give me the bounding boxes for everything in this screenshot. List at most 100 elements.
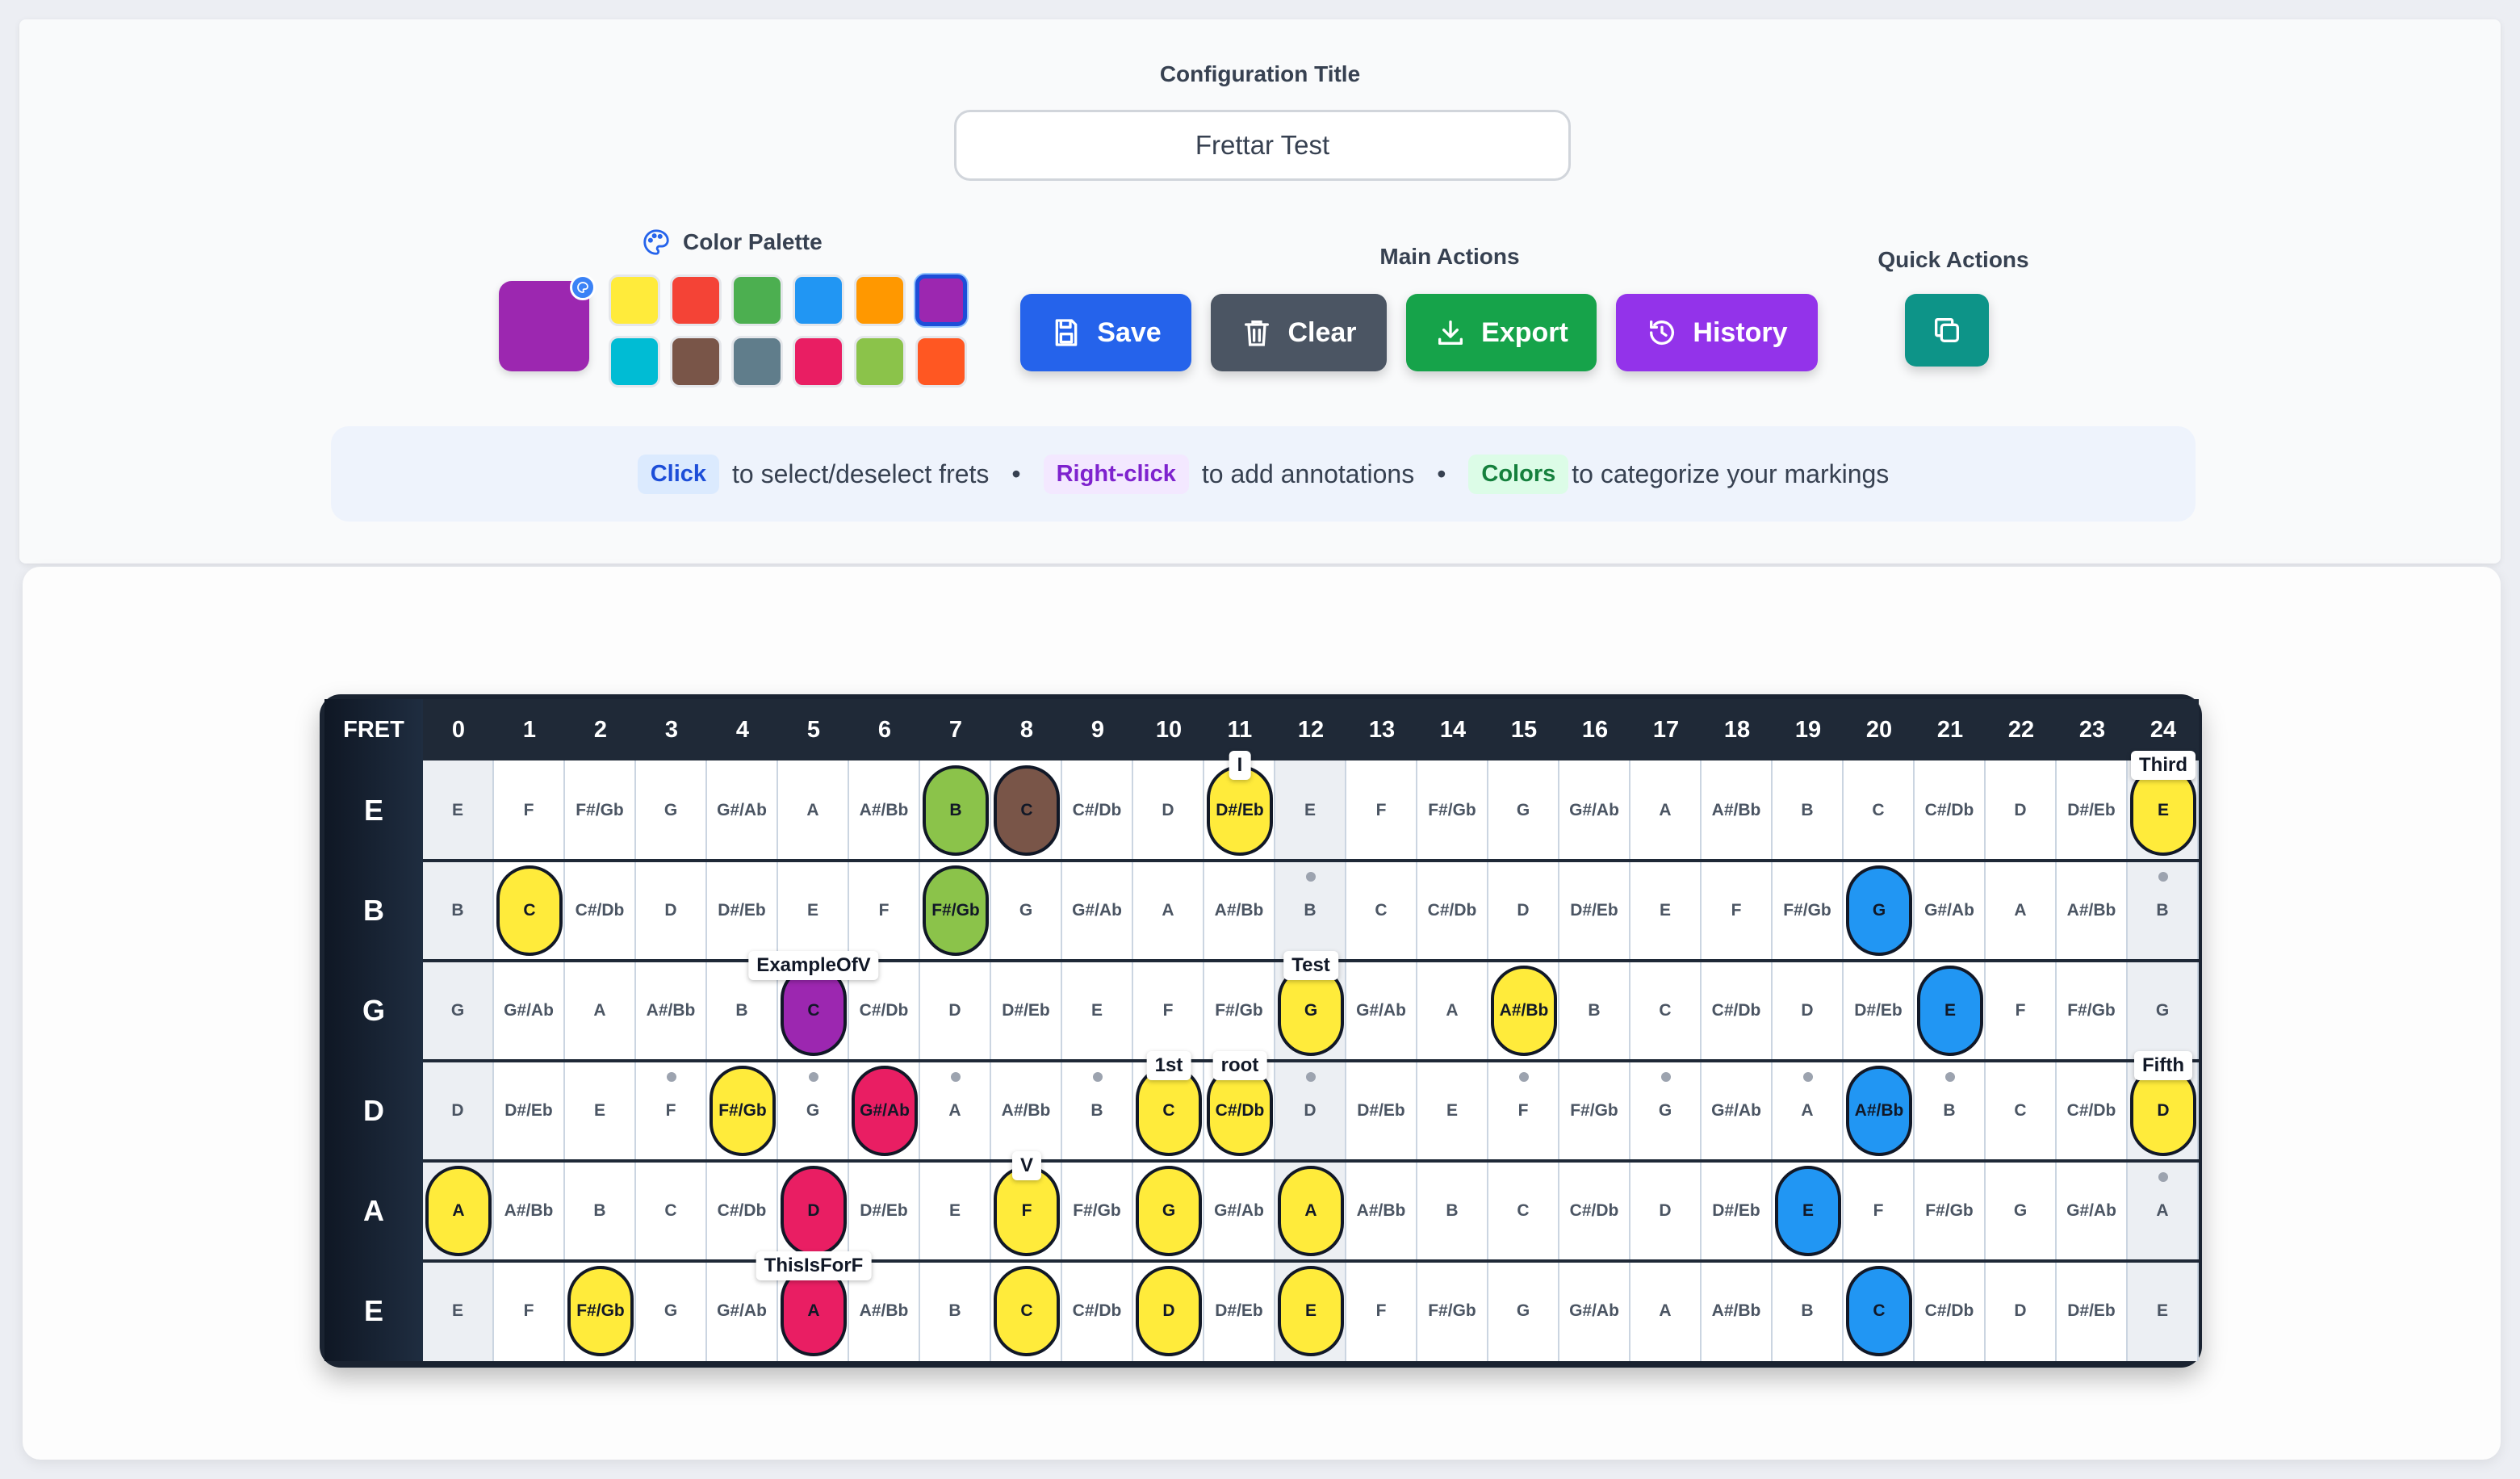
fret-cell[interactable]: E bbox=[2128, 1261, 2199, 1361]
fret-cell[interactable]: G bbox=[2128, 961, 2199, 1061]
fret-cell[interactable]: A#/Bb bbox=[494, 1161, 565, 1261]
marked-note[interactable]: D bbox=[781, 1166, 847, 1256]
fret-cell[interactable]: G#/Ab bbox=[1702, 1061, 1773, 1161]
fret-cell[interactable]: F bbox=[849, 861, 920, 961]
fret-cell[interactable]: F#/Gb bbox=[565, 760, 636, 861]
color-swatch[interactable] bbox=[670, 274, 722, 326]
fret-cell[interactable]: D bbox=[1986, 760, 2057, 861]
fret-cell[interactable]: D bbox=[1986, 1261, 2057, 1361]
fret-cell[interactable]: G bbox=[423, 961, 494, 1061]
fret-cell[interactable]: C#/Db bbox=[1559, 1161, 1630, 1261]
fret-cell[interactable]: F bbox=[1986, 961, 2057, 1061]
fret-cell[interactable]: G bbox=[1488, 760, 1559, 861]
fret-cell[interactable]: C bbox=[1630, 961, 1702, 1061]
color-swatch[interactable] bbox=[854, 274, 906, 326]
fret-cell[interactable]: B bbox=[1417, 1161, 1488, 1261]
fret-cell[interactable]: C bbox=[636, 1161, 707, 1261]
fret-cell[interactable]: D#/Eb bbox=[991, 961, 1062, 1061]
color-swatch[interactable] bbox=[731, 336, 783, 388]
fret-cell[interactable]: E bbox=[1630, 861, 1702, 961]
fret-cell[interactable]: A#/Bb bbox=[1204, 861, 1275, 961]
fret-cell[interactable]: C#/Db bbox=[1702, 961, 1773, 1061]
marked-note[interactable]: C bbox=[1846, 1266, 1912, 1356]
fret-cell[interactable]: A bbox=[1986, 861, 2057, 961]
fret-cell[interactable]: F bbox=[1702, 861, 1773, 961]
fret-cell[interactable]: E bbox=[423, 760, 494, 861]
fret-cell[interactable]: G#/Ab bbox=[707, 1261, 778, 1361]
fret-cell[interactable]: D#/Eb bbox=[707, 861, 778, 961]
fret-cell[interactable]: F#/Gb bbox=[1773, 861, 1844, 961]
fret-cell[interactable]: F bbox=[494, 1261, 565, 1361]
fret-cell[interactable]: D#/Eb bbox=[1559, 861, 1630, 961]
fret-cell[interactable]: G#/Ab bbox=[494, 961, 565, 1061]
fret-cell[interactable]: E bbox=[565, 1061, 636, 1161]
fret-cell[interactable]: D#/Eb bbox=[2057, 760, 2128, 861]
marked-note[interactable]: F#/Gb bbox=[710, 1066, 776, 1156]
fret-cell[interactable]: C bbox=[1488, 1161, 1559, 1261]
fret-cell[interactable]: C#/Db bbox=[1417, 861, 1488, 961]
fret-cell[interactable]: F bbox=[494, 760, 565, 861]
fret-cell[interactable]: E bbox=[1062, 961, 1133, 1061]
fret-cell[interactable]: C#/Db bbox=[2057, 1061, 2128, 1161]
fret-cell[interactable]: A#/Bb bbox=[2057, 861, 2128, 961]
marked-note[interactable]: B bbox=[923, 765, 989, 856]
marked-note[interactable]: E bbox=[1775, 1166, 1841, 1256]
save-button[interactable]: Save bbox=[1020, 294, 1191, 371]
color-swatch[interactable] bbox=[609, 336, 660, 388]
color-swatch[interactable] bbox=[793, 336, 844, 388]
fret-cell[interactable]: G#/Ab bbox=[1559, 760, 1630, 861]
color-swatch[interactable] bbox=[915, 274, 967, 326]
fret-cell[interactable]: G bbox=[636, 760, 707, 861]
marked-note[interactable]: E bbox=[1278, 1266, 1344, 1356]
fret-cell[interactable]: A#/Bb bbox=[636, 961, 707, 1061]
fret-cell[interactable]: G#/Ab bbox=[1062, 861, 1133, 961]
marked-note[interactable]: A bbox=[425, 1166, 492, 1256]
fret-cell[interactable]: G bbox=[636, 1261, 707, 1361]
fret-cell[interactable]: A bbox=[778, 760, 849, 861]
fret-cell[interactable]: F#/Gb bbox=[2057, 961, 2128, 1061]
marked-note[interactable]: F#/Gb bbox=[923, 865, 989, 956]
fret-cell[interactable]: D bbox=[1773, 961, 1844, 1061]
marked-note[interactable]: G bbox=[1136, 1166, 1202, 1256]
fret-cell[interactable]: G bbox=[991, 861, 1062, 961]
fret-cell[interactable]: D#/Eb bbox=[1844, 961, 1915, 1061]
fret-cell[interactable]: C bbox=[1844, 760, 1915, 861]
marked-note[interactable]: G bbox=[1846, 865, 1912, 956]
fret-cell[interactable]: D bbox=[636, 861, 707, 961]
color-swatch[interactable] bbox=[915, 336, 967, 388]
marked-note[interactable]: F#/Gb bbox=[567, 1266, 634, 1356]
fret-cell[interactable]: F#/Gb bbox=[1559, 1061, 1630, 1161]
fret-cell[interactable]: D bbox=[1630, 1161, 1702, 1261]
fret-cell[interactable]: G#/Ab bbox=[707, 760, 778, 861]
config-title-input[interactable] bbox=[954, 110, 1571, 181]
marked-note[interactable]: E bbox=[1917, 966, 1983, 1056]
marked-note[interactable]: G bbox=[1278, 966, 1344, 1056]
fret-cell[interactable]: A#/Bb bbox=[849, 760, 920, 861]
clear-button[interactable]: Clear bbox=[1211, 294, 1387, 371]
fret-cell[interactable]: F bbox=[1346, 760, 1417, 861]
fret-cell[interactable]: B bbox=[565, 1161, 636, 1261]
fret-cell[interactable]: C#/Db bbox=[707, 1161, 778, 1261]
fret-cell[interactable]: D bbox=[920, 961, 991, 1061]
fret-cell[interactable]: D#/Eb bbox=[849, 1161, 920, 1261]
marked-note[interactable]: A#/Bb bbox=[1491, 966, 1557, 1056]
fret-cell[interactable]: G#/Ab bbox=[1204, 1161, 1275, 1261]
fret-cell[interactable]: G#/Ab bbox=[2057, 1161, 2128, 1261]
marked-note[interactable]: D#/Eb bbox=[1207, 765, 1273, 856]
fret-cell[interactable]: F#/Gb bbox=[1417, 1261, 1488, 1361]
fret-cell[interactable]: C bbox=[1986, 1061, 2057, 1161]
fret-cell[interactable]: A#/Bb bbox=[1702, 1261, 1773, 1361]
fret-cell[interactable]: G#/Ab bbox=[1559, 1261, 1630, 1361]
fret-cell[interactable]: C#/Db bbox=[1915, 760, 1986, 861]
color-swatch[interactable] bbox=[609, 274, 660, 326]
fret-cell[interactable]: F#/Gb bbox=[1915, 1161, 1986, 1261]
marked-note[interactable]: C bbox=[994, 1266, 1060, 1356]
marked-note[interactable]: C bbox=[781, 966, 847, 1056]
fret-cell[interactable]: E bbox=[423, 1261, 494, 1361]
fret-cell[interactable]: A#/Bb bbox=[991, 1061, 1062, 1161]
fret-cell[interactable]: B bbox=[920, 1261, 991, 1361]
fret-cell[interactable]: C#/Db bbox=[1062, 760, 1133, 861]
fret-cell[interactable]: C#/Db bbox=[565, 861, 636, 961]
marked-note[interactable]: C bbox=[496, 865, 563, 956]
marked-note[interactable]: G#/Ab bbox=[852, 1066, 918, 1156]
